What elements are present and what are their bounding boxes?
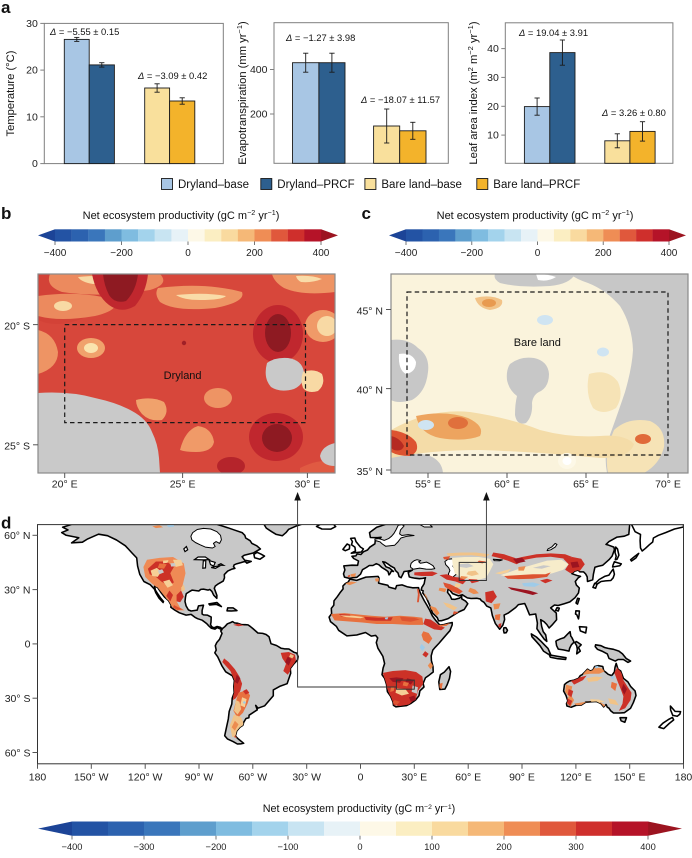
svg-text:Bare land–base: Bare land–base [381, 179, 462, 191]
svg-text:90° E: 90° E [509, 771, 535, 783]
svg-text:150° W: 150° W [74, 771, 109, 783]
svg-text:−200: −200 [461, 248, 484, 259]
svg-text:0: 0 [185, 248, 191, 259]
svg-text:60° E: 60° E [494, 479, 520, 491]
svg-text:180: 180 [29, 771, 47, 783]
svg-text:20° E: 20° E [52, 479, 78, 491]
svg-text:35° N: 35° N [357, 466, 383, 478]
svg-text:30° S: 30° S [5, 693, 31, 705]
svg-text:−400: −400 [62, 842, 83, 852]
svg-text:−300: −300 [134, 842, 155, 852]
svg-text:180: 180 [675, 771, 692, 783]
svg-text:60° S: 60° S [5, 747, 31, 759]
svg-text:400: 400 [661, 248, 678, 259]
svg-text:70° E: 70° E [655, 479, 681, 491]
svg-text:200: 200 [595, 248, 612, 259]
svg-text:300: 300 [568, 842, 584, 852]
svg-text:120° E: 120° E [560, 771, 592, 783]
svg-text:−200: −200 [110, 248, 133, 259]
svg-text:0: 0 [32, 158, 38, 170]
svg-text:Δ = 3.26 ± 0.80: Δ = 3.26 ± 0.80 [601, 107, 666, 118]
svg-text:Net ecosystem productivity (gC: Net ecosystem productivity (gC m−2 yr−1) [83, 207, 280, 222]
svg-text:10: 10 [487, 130, 499, 142]
svg-text:c: c [362, 204, 371, 223]
svg-text:Δ = −1.27 ± 3.98: Δ = −1.27 ± 3.98 [285, 32, 355, 43]
svg-text:0: 0 [358, 771, 364, 783]
svg-text:65° E: 65° E [573, 479, 599, 491]
svg-text:−100: −100 [278, 842, 299, 852]
svg-text:20: 20 [26, 65, 38, 77]
svg-text:0: 0 [25, 639, 31, 651]
svg-text:60° E: 60° E [455, 771, 481, 783]
svg-text:Temperature (°C): Temperature (°C) [5, 50, 17, 136]
svg-text:Δ = 19.04 ± 3.91: Δ = 19.04 ± 3.91 [518, 27, 588, 38]
svg-text:Δ = −18.07 ± 11.57: Δ = −18.07 ± 11.57 [360, 94, 440, 105]
svg-text:40° N: 40° N [357, 384, 383, 396]
svg-text:0: 0 [535, 248, 541, 259]
svg-text:30° E: 30° E [401, 771, 427, 783]
svg-text:30° E: 30° E [294, 479, 320, 491]
svg-text:Δ = −3.09 ± 0.42: Δ = −3.09 ± 0.42 [137, 70, 207, 81]
svg-text:90° W: 90° W [185, 771, 214, 783]
svg-text:Dryland: Dryland [164, 370, 202, 382]
svg-text:60° W: 60° W [238, 771, 267, 783]
svg-text:400: 400 [313, 248, 330, 259]
svg-text:200: 200 [496, 842, 512, 852]
svg-text:Net ecosystem productivity (gC: Net ecosystem productivity (gC m−2 yr−1) [437, 207, 634, 222]
svg-text:30° N: 30° N [4, 584, 30, 596]
svg-text:25° S: 25° S [4, 441, 30, 453]
svg-text:30° W: 30° W [292, 771, 321, 783]
svg-text:400: 400 [640, 842, 656, 852]
svg-text:400: 400 [250, 64, 268, 76]
svg-text:200: 200 [246, 248, 263, 259]
svg-text:−400: −400 [44, 248, 67, 259]
svg-text:30: 30 [487, 72, 499, 84]
svg-text:30: 30 [26, 18, 38, 30]
svg-text:Bare land: Bare land [514, 337, 561, 349]
svg-text:Evapotranspiration (mm yr−1): Evapotranspiration (mm yr−1) [235, 21, 250, 165]
svg-text:Dryland–PRCF: Dryland–PRCF [277, 179, 354, 191]
svg-text:200: 200 [250, 109, 268, 121]
svg-text:Dryland–base: Dryland–base [178, 179, 249, 191]
svg-text:Bare land–PRCF: Bare land–PRCF [493, 179, 580, 191]
svg-text:−200: −200 [206, 842, 227, 852]
svg-text:60° N: 60° N [4, 530, 30, 542]
svg-text:150° E: 150° E [614, 771, 646, 783]
svg-text:40: 40 [487, 43, 499, 55]
svg-text:0: 0 [357, 842, 362, 852]
svg-text:d: d [1, 514, 11, 533]
svg-text:−400: −400 [395, 248, 418, 259]
svg-text:10: 10 [26, 111, 38, 123]
svg-text:Leaf area index (m2 m−2 yr−1): Leaf area index (m2 m−2 yr−1) [466, 21, 481, 164]
svg-text:20° S: 20° S [4, 320, 30, 332]
svg-text:120° W: 120° W [128, 771, 163, 783]
svg-text:45° N: 45° N [357, 305, 383, 317]
svg-text:b: b [1, 204, 11, 223]
svg-text:Net ecosystem productivity (gC: Net ecosystem productivity (gC m−2 yr−1) [263, 803, 456, 815]
svg-text:100: 100 [424, 842, 440, 852]
svg-text:25° E: 25° E [170, 479, 196, 491]
svg-text:55° E: 55° E [415, 479, 441, 491]
svg-text:Δ = −5.55 ± 0.15: Δ = −5.55 ± 0.15 [49, 26, 119, 37]
svg-text:20: 20 [487, 101, 499, 113]
svg-text:a: a [1, 0, 11, 17]
